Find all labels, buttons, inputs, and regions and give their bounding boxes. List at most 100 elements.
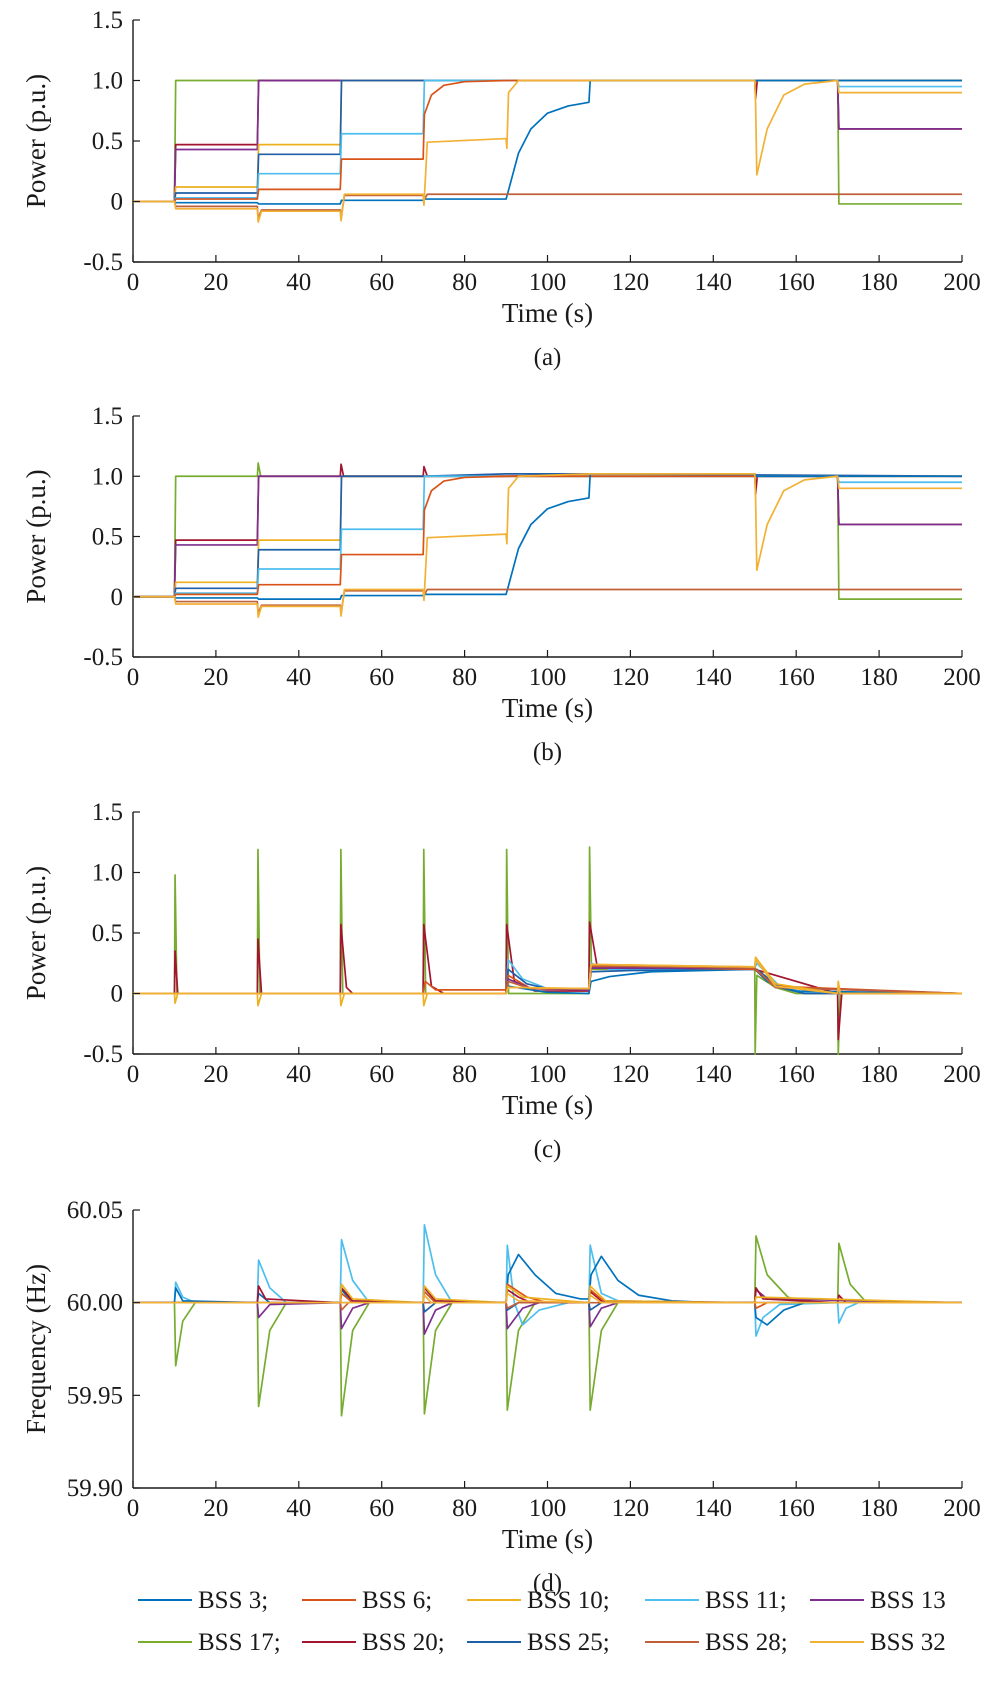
- x-tick-label: 160: [777, 269, 815, 296]
- y-tick-label: 0.5: [92, 128, 123, 155]
- series-line-bss-6: [133, 79, 962, 203]
- x-tick-label: 0: [127, 664, 140, 691]
- panel-caption: (d): [533, 1570, 562, 1597]
- x-tick-label: 60: [369, 1061, 394, 1088]
- x-tick-label: 60: [369, 269, 394, 296]
- legend-label: BSS 17;: [198, 1629, 281, 1656]
- legend-item: BSS 13: [810, 1587, 946, 1614]
- y-tick-label: 60.00: [67, 1290, 123, 1317]
- x-tick-label: 140: [695, 269, 733, 296]
- legend-item: BSS 6;: [302, 1587, 432, 1614]
- panel-caption: (c): [534, 1136, 562, 1163]
- y-tick-label: -0.5: [83, 644, 123, 671]
- legend-item: BSS 10;: [467, 1587, 610, 1614]
- x-tick-label: 80: [452, 1061, 477, 1088]
- y-tick-label: 1.5: [92, 7, 123, 34]
- series-line-bss-11: [133, 1223, 962, 1337]
- series-line-bss-17: [133, 846, 962, 1055]
- y-tick-label: 1.0: [92, 860, 123, 887]
- chart-panel-4: 0 20 40 60 80 100 120 140 160 180 200 59.90 59.95 60.…: [21, 1197, 981, 1597]
- y-axis-label: Power (p.u.): [21, 866, 51, 1000]
- x-tick-label: 180: [860, 269, 898, 296]
- chart-panel-1: 0 20 40 60 80 100 120 140 160 180 200-0.500.51.01.…: [21, 7, 981, 371]
- y-tick-label: 0: [111, 189, 124, 216]
- x-tick-label: 200: [943, 664, 981, 691]
- legend-label: BSS 3;: [198, 1587, 268, 1614]
- series-line-bss-32: [133, 958, 962, 995]
- x-tick-label: 160: [777, 1495, 815, 1522]
- x-tick-label: 160: [777, 664, 815, 691]
- legend-item: BSS 3;: [138, 1587, 268, 1614]
- x-tick-label: 0: [127, 1061, 140, 1088]
- series-group: [133, 79, 962, 223]
- x-tick-label: 120: [612, 1061, 650, 1088]
- y-tick-label: 60.05: [67, 1197, 123, 1224]
- x-tick-label: 40: [286, 1061, 311, 1088]
- series-line-bss-17: [133, 1235, 962, 1417]
- legend-item: BSS 32: [810, 1629, 946, 1656]
- x-tick-label: 200: [943, 269, 981, 296]
- x-tick-label: 40: [286, 664, 311, 691]
- legend-label: BSS 20;: [362, 1629, 445, 1656]
- chart-panel-3: 0 20 40 60 80 100 120 140 160 180 200-0.500.51.01.…: [21, 799, 981, 1163]
- panel-caption: (b): [533, 739, 562, 766]
- x-tick-label: 180: [860, 664, 898, 691]
- legend-item: BSS 20;: [302, 1629, 445, 1656]
- x-tick-label: 120: [612, 269, 650, 296]
- y-tick-label: 59.95: [67, 1382, 123, 1409]
- series-line-bss-32: [133, 1292, 962, 1304]
- y-tick-label: 0: [111, 981, 124, 1008]
- x-tick-label: 100: [529, 664, 567, 691]
- x-axis-label: Time (s): [502, 298, 593, 328]
- series-line-bss-20: [133, 921, 962, 1041]
- y-axis-label: Power (p.u.): [21, 74, 51, 208]
- legend-label: BSS 11;: [705, 1587, 787, 1614]
- x-tick-label: 100: [529, 1495, 567, 1522]
- x-tick-label: 20: [203, 664, 228, 691]
- series-group: [133, 462, 963, 619]
- series-line-bss-6: [133, 475, 962, 598]
- x-axis-label: Time (s): [502, 693, 593, 723]
- x-tick-label: 20: [203, 269, 228, 296]
- x-tick-label: 40: [286, 269, 311, 296]
- x-tick-label: 160: [777, 1061, 815, 1088]
- legend-label: BSS 10;: [527, 1587, 610, 1614]
- x-tick-label: 60: [369, 664, 394, 691]
- x-tick-label: 120: [612, 664, 650, 691]
- legend: BSS 3; BSS 6; BSS 10; BSS 11; BSS 13 BSS 17; B…: [138, 1587, 946, 1656]
- y-tick-label: 0: [111, 584, 124, 611]
- x-tick-label: 20: [203, 1061, 228, 1088]
- x-tick-label: 120: [612, 1495, 650, 1522]
- x-tick-label: 200: [943, 1495, 981, 1522]
- legend-item: BSS 28;: [645, 1629, 788, 1656]
- x-tick-label: 80: [452, 664, 477, 691]
- legend-item: BSS 17;: [138, 1629, 281, 1656]
- y-tick-label: 1.0: [92, 68, 123, 95]
- legend-label: BSS 25;: [527, 1629, 610, 1656]
- y-tick-label: 1.0: [92, 463, 123, 490]
- panel-caption: (a): [534, 344, 562, 371]
- x-axis-label: Time (s): [502, 1090, 593, 1120]
- series-line-bss-3: [133, 79, 962, 205]
- x-tick-label: 60: [369, 1495, 394, 1522]
- y-tick-label: 0.5: [92, 920, 123, 947]
- x-tick-label: 140: [695, 664, 733, 691]
- chart-panel-2: 0 20 40 60 80 100 120 140 160 180 200-0.500.51.01.…: [21, 403, 981, 766]
- y-tick-label: 59.90: [67, 1475, 123, 1502]
- series-line-bss-32: [133, 79, 962, 223]
- legend-label: BSS 6;: [362, 1587, 432, 1614]
- series-line-bss-28: [133, 1301, 962, 1311]
- series-line-bss-3: [133, 472, 962, 601]
- series-line-bss-25: [133, 1301, 962, 1313]
- legend-item: BSS 11;: [645, 1587, 787, 1614]
- legend-label: BSS 32: [870, 1629, 946, 1656]
- legend-label: BSS 28;: [705, 1629, 788, 1656]
- y-tick-label: -0.5: [83, 1041, 123, 1068]
- x-tick-label: 100: [529, 1061, 567, 1088]
- x-tick-label: 180: [860, 1061, 898, 1088]
- x-axis-label: Time (s): [502, 1524, 593, 1554]
- x-tick-label: 20: [203, 1495, 228, 1522]
- y-tick-label: 1.5: [92, 403, 123, 430]
- legend-item: BSS 25;: [467, 1629, 610, 1656]
